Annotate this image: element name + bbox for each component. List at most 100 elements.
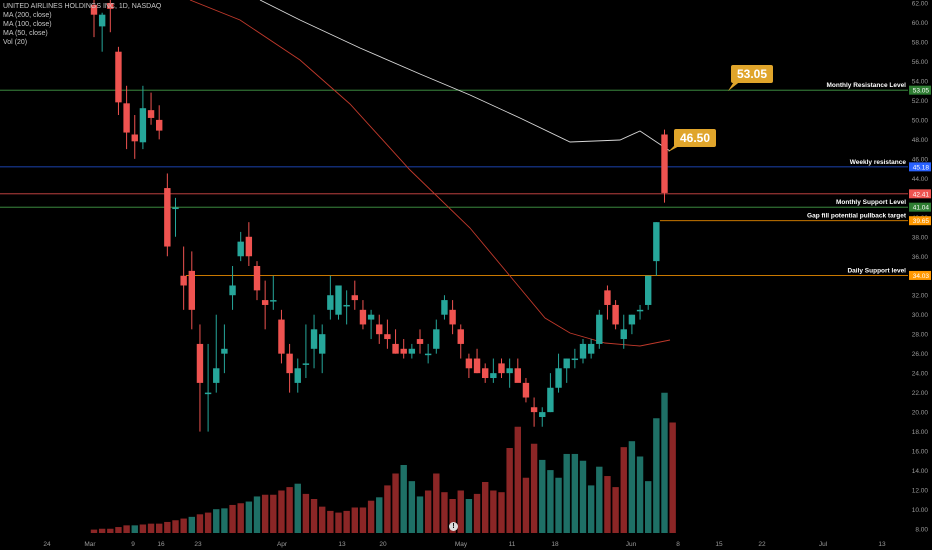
y-tick-label: 44.00 [912, 176, 929, 183]
price-tag [909, 162, 931, 172]
candle-body [107, 3, 114, 9]
volume-bar [302, 493, 310, 533]
volume-bar [221, 508, 228, 533]
x-tick-label: Apr [277, 541, 288, 548]
candle-body [408, 348, 416, 354]
volume-bar [645, 481, 652, 533]
x-tick-label: 11 [509, 541, 516, 548]
volume-bar [156, 523, 163, 533]
volume-bar [359, 507, 367, 533]
x-tick-label: 16 [157, 541, 165, 548]
legend-ma50: MA (50, close) [3, 30, 48, 37]
volume-bar [147, 523, 155, 533]
candle-body [506, 368, 513, 374]
candle-body [245, 236, 253, 257]
candle-body [294, 368, 301, 383]
volume-bar [408, 481, 416, 533]
volume-bar [628, 441, 636, 533]
candle-body [620, 329, 627, 340]
x-tick-label: Jul [819, 541, 828, 548]
volume-bar [416, 496, 424, 533]
volume-bar [367, 500, 375, 533]
volume-bar [384, 485, 391, 533]
volume-bar [547, 470, 554, 533]
price-tag-label: 42.41 [913, 191, 930, 198]
candle-body [498, 363, 505, 374]
candle-body [530, 407, 538, 413]
y-tick-label: 28.00 [912, 332, 929, 339]
event-marker-icon[interactable]: ! [449, 522, 458, 531]
candle-body [310, 329, 318, 349]
candle-body [473, 358, 481, 374]
price-tag [909, 85, 931, 95]
volume-bar [343, 510, 350, 533]
price-tag-label: 45.18 [913, 164, 930, 171]
candle-body [286, 353, 293, 374]
volume-bar [669, 422, 676, 533]
volume-bar [612, 487, 619, 533]
volume-bar [661, 392, 668, 533]
price-tag [909, 216, 931, 226]
volume-bar [490, 490, 497, 533]
price-tag [909, 189, 931, 199]
volume-bar [392, 473, 399, 533]
candle-body [204, 392, 212, 395]
candle-body [131, 134, 138, 142]
candle-body [449, 309, 456, 325]
x-tick-label: 20 [379, 541, 387, 548]
x-tick-label: Mar [84, 541, 96, 548]
candle-body [270, 300, 277, 302]
candle-body [416, 339, 424, 344]
y-tick-label: 54.00 [912, 78, 929, 85]
candle-body [433, 329, 440, 349]
y-tick-label: 48.00 [912, 137, 929, 144]
y-tick-label: 22.00 [912, 390, 929, 397]
candle-body [319, 334, 326, 354]
candle-body [539, 412, 546, 417]
candle-body [465, 358, 473, 369]
candle-body [400, 348, 407, 354]
volume-bar [213, 509, 220, 533]
candle-body [123, 103, 130, 133]
candle-body [522, 382, 530, 398]
volume-bar [139, 524, 147, 533]
volume-bar [164, 521, 171, 533]
volume-bar [457, 490, 464, 533]
chart-legend: UNITED AIRLINES HOLDINGS INC, 1D, NASDAQ… [3, 2, 161, 47]
y-tick-label: 10.00 [912, 507, 929, 514]
candle-body [261, 300, 269, 305]
price-tag-label: 53.05 [913, 88, 930, 95]
x-tick-label: 15 [715, 541, 723, 548]
volume-bar [351, 507, 358, 533]
volume-bar [90, 529, 98, 533]
level-label: Weekly resistance [850, 159, 907, 166]
volume-bar [294, 483, 301, 533]
callout-upper: 53.05 [731, 65, 774, 83]
candle-body [237, 241, 244, 257]
ma50-line [189, 0, 671, 347]
candle-body [645, 275, 652, 305]
volume-bar [327, 510, 334, 533]
candle-body [213, 368, 220, 383]
volume-bar [400, 465, 407, 533]
y-tick-label: 24.00 [912, 371, 929, 378]
candle-body [555, 368, 562, 388]
candle-body [547, 387, 554, 413]
volume-bar [579, 460, 587, 533]
candle-body [98, 14, 106, 27]
legend-ma100: MA (100, close) [3, 21, 52, 28]
y-tick-label: 14.00 [912, 468, 929, 475]
time-axis-panel [0, 537, 932, 550]
volume-bar [229, 504, 236, 533]
volume-bar [604, 476, 611, 533]
candle-body [367, 314, 375, 320]
candle-body [661, 134, 668, 193]
volume-bar [465, 499, 473, 533]
volume-bar [245, 501, 253, 533]
x-tick-label: 13 [878, 541, 886, 548]
x-tick-label: 8 [676, 541, 680, 548]
candle-body [253, 266, 261, 291]
y-tick-label: 58.00 [912, 39, 929, 46]
x-tick-label: 24 [43, 541, 51, 548]
